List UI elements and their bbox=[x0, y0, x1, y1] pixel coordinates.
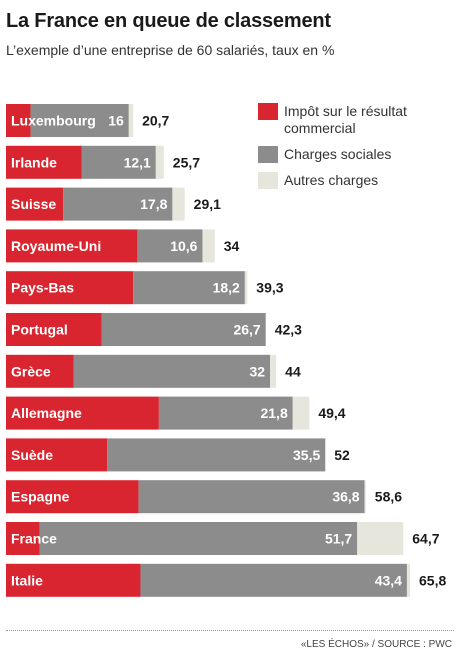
value-label-espagne: 36,8 bbox=[332, 489, 359, 505]
category-label-france: France bbox=[11, 531, 57, 547]
bar-autres-charges-espagne bbox=[364, 480, 366, 514]
total-label-suede: 52 bbox=[334, 447, 350, 463]
category-label-suisse: Suisse bbox=[11, 196, 56, 212]
total-label-suisse: 29,1 bbox=[194, 196, 221, 212]
legend-item-autres-charges: Autres charges bbox=[258, 172, 458, 189]
value-label-irlande: 12,1 bbox=[124, 154, 151, 170]
bar-impot-sur-le-resultat-commercial-italie bbox=[6, 563, 141, 597]
source-credit: «LES ÉCHOS» / SOURCE : PWC bbox=[300, 639, 452, 650]
total-label-espagne: 58,6 bbox=[375, 489, 402, 505]
value-label-france: 51,7 bbox=[325, 531, 352, 547]
bar-impot-sur-le-resultat-commercial-grece bbox=[6, 354, 74, 388]
value-label-suede: 35,5 bbox=[293, 447, 320, 463]
value-label-pays-bas: 18,2 bbox=[213, 280, 240, 296]
bar-impot-sur-le-resultat-commercial-suede bbox=[6, 438, 108, 472]
category-label-allemagne: Allemagne bbox=[11, 405, 82, 421]
category-label-grece: Grèce bbox=[11, 363, 51, 379]
bar-charges-sociales-allemagne bbox=[158, 396, 293, 430]
bar-charges-sociales-grece bbox=[73, 354, 271, 388]
bar-impot-sur-le-resultat-commercial-luxembourg bbox=[6, 104, 31, 137]
bar-impot-sur-le-resultat-commercial-france bbox=[6, 522, 40, 555]
value-label-allemagne: 21,8 bbox=[260, 405, 287, 421]
legend: Impôt sur le résultat commercial Charges… bbox=[258, 103, 458, 198]
legend-item-charges-sociales: Charges sociales bbox=[258, 146, 458, 163]
bar-charges-sociales-irlande bbox=[81, 145, 156, 179]
bar-impot-sur-le-resultat-commercial-royaume-uni bbox=[6, 229, 138, 263]
bar-charges-sociales-luxembourg bbox=[30, 104, 129, 137]
bar-impot-sur-le-resultat-commercial-suisse bbox=[6, 187, 64, 221]
bar-impot-sur-le-resultat-commercial-irlande bbox=[6, 145, 82, 179]
chart-subtitle: L’exemple d’une entreprise de 60 salarié… bbox=[6, 42, 335, 58]
bar-impot-sur-le-resultat-commercial-portugal bbox=[6, 313, 102, 346]
bar-charges-sociales-royaume-uni bbox=[137, 229, 203, 263]
total-label-luxembourg: 20,7 bbox=[142, 113, 169, 129]
footer-divider bbox=[6, 630, 454, 631]
category-label-suede: Suède bbox=[11, 447, 53, 463]
bar-impot-sur-le-resultat-commercial-allemagne bbox=[6, 396, 159, 430]
legend-label-charges-sociales: Charges sociales bbox=[284, 146, 392, 162]
bar-autres-charges-pays-bas bbox=[244, 271, 248, 305]
bar-autres-charges-luxembourg bbox=[128, 104, 134, 137]
total-label-grece: 44 bbox=[285, 363, 301, 379]
category-label-espagne: Espagne bbox=[11, 489, 70, 505]
value-label-grece: 32 bbox=[249, 363, 265, 379]
bar-charges-sociales-italie bbox=[140, 563, 407, 597]
bar-autres-charges-france bbox=[357, 522, 404, 555]
total-label-france: 64,7 bbox=[412, 531, 439, 547]
category-label-portugal: Portugal bbox=[11, 322, 68, 338]
total-label-portugal: 42,3 bbox=[275, 322, 302, 338]
value-label-portugal: 26,7 bbox=[233, 322, 260, 338]
legend-label-impot: Impôt sur le résultat commercial bbox=[284, 103, 407, 136]
chart-title: La France en queue de classement bbox=[6, 10, 331, 32]
bar-autres-charges-suisse bbox=[172, 187, 185, 221]
total-label-irlande: 25,7 bbox=[173, 154, 200, 170]
bar-autres-charges-royaume-uni bbox=[202, 229, 215, 263]
bar-charges-sociales-espagne bbox=[138, 480, 365, 514]
bar-autres-charges-grece bbox=[270, 354, 277, 388]
stacked-bar-chart: 16 Luxembourg 20,7 12,1 Irlande 25,7 17,8 Suiss… bbox=[6, 104, 446, 597]
bar-autres-charges-irlande bbox=[155, 145, 164, 179]
value-label-royaume-uni: 10,6 bbox=[170, 238, 197, 254]
category-label-royaume-uni: Royaume-Uni bbox=[11, 238, 101, 254]
legend-label-autres-charges: Autres charges bbox=[284, 172, 379, 188]
bar-charges-sociales-france bbox=[39, 522, 358, 555]
category-label-irlande: Irlande bbox=[11, 154, 57, 170]
legend-swatch-impot bbox=[258, 103, 278, 120]
value-label-suisse: 17,8 bbox=[140, 196, 167, 212]
bar-charges-sociales-portugal bbox=[101, 313, 266, 346]
bar-impot-sur-le-resultat-commercial-espagne bbox=[6, 480, 139, 514]
total-label-pays-bas: 39,3 bbox=[256, 280, 283, 296]
bar-charges-sociales-suisse bbox=[63, 187, 173, 221]
value-label-luxembourg: 16 bbox=[108, 113, 124, 129]
bar-impot-sur-le-resultat-commercial-pays-bas bbox=[6, 271, 134, 305]
legend-swatch-charges-sociales bbox=[258, 146, 278, 163]
bar-charges-sociales-pays-bas bbox=[133, 271, 245, 305]
category-label-pays-bas: Pays-Bas bbox=[11, 280, 74, 296]
bar-charges-sociales-suede bbox=[107, 438, 326, 472]
total-label-royaume-uni: 34 bbox=[224, 238, 240, 254]
total-label-italie: 65,8 bbox=[419, 572, 446, 588]
legend-swatch-autres-charges bbox=[258, 172, 278, 189]
bar-autres-charges-allemagne bbox=[292, 396, 310, 430]
total-label-allemagne: 49,4 bbox=[318, 405, 345, 421]
legend-item-impot: Impôt sur le résultat commercial bbox=[258, 103, 458, 137]
bar-autres-charges-italie bbox=[406, 563, 411, 597]
value-label-italie: 43,4 bbox=[375, 572, 402, 588]
category-label-luxembourg: Luxembourg bbox=[11, 113, 96, 129]
category-label-italie: Italie bbox=[11, 572, 43, 588]
